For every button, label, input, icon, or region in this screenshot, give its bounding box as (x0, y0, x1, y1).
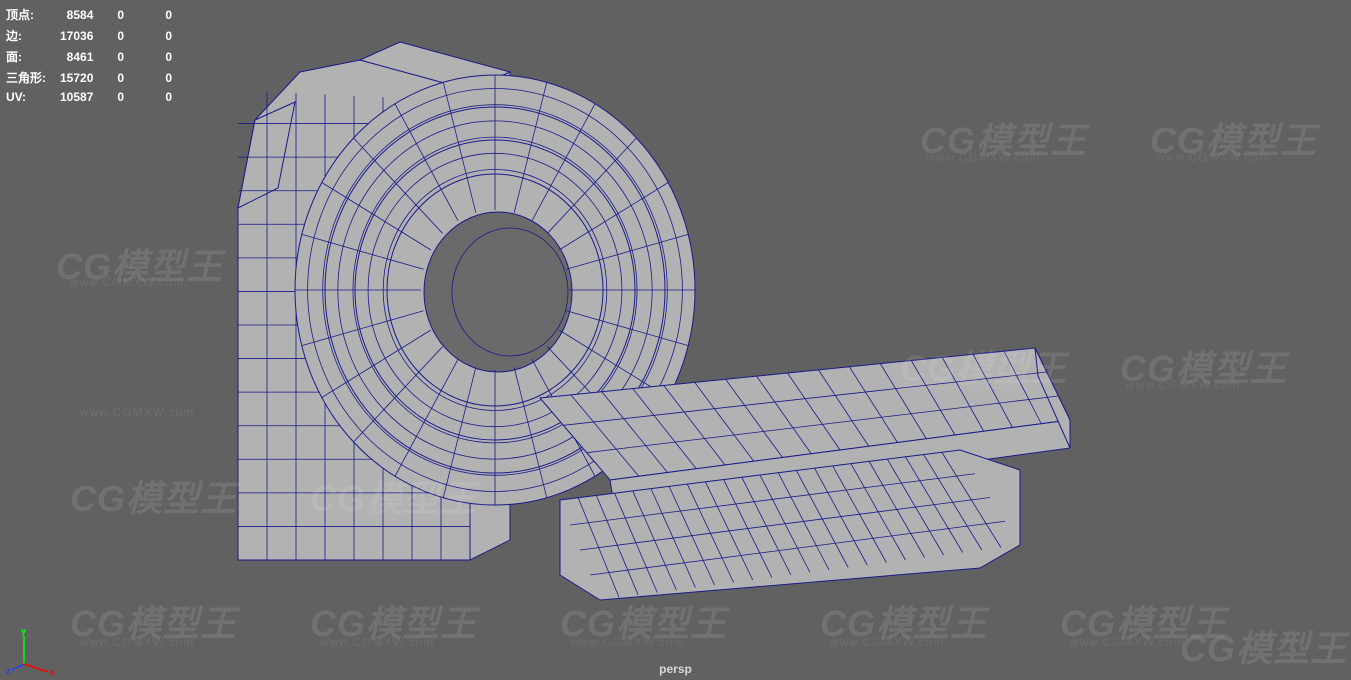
stat-c3: 0 (148, 88, 172, 106)
maya-viewport[interactable]: CG模型王CG模型王CG模型王CG模型王CG模型王CG模型王CG模型王CG模型王… (0, 0, 1351, 680)
stat-label: 三角形: (6, 67, 60, 88)
stat-c2: 0 (117, 88, 148, 106)
stat-label: UV: (6, 88, 60, 106)
polycount-hud: 顶点: 8584 0 0 边: 17036 0 0 面: 8461 0 0 三角… (6, 4, 172, 106)
polycount-table: 顶点: 8584 0 0 边: 17036 0 0 面: 8461 0 0 三角… (6, 4, 172, 106)
stat-row-tris: 三角形: 15720 0 0 (6, 67, 172, 88)
stat-c1: 15720 (60, 67, 117, 88)
stat-c2: 0 (117, 4, 148, 25)
stat-c1: 10587 (60, 88, 117, 106)
stat-c2: 0 (117, 46, 148, 67)
stat-row-faces: 面: 8461 0 0 (6, 46, 172, 67)
stat-c1: 8461 (60, 46, 117, 67)
axis-gizmo[interactable]: y x z (10, 624, 58, 672)
stat-c3: 0 (148, 4, 172, 25)
model-canvas (0, 0, 1351, 680)
stat-c3: 0 (148, 46, 172, 67)
stat-label: 面: (6, 46, 60, 67)
stat-c1: 17036 (60, 25, 117, 46)
axis-y-label: y (21, 626, 26, 636)
stat-c2: 0 (117, 67, 148, 88)
axis-z (12, 664, 24, 670)
camera-name-label: persp (659, 662, 692, 676)
stat-label: 顶点: (6, 4, 60, 25)
stat-row-uv: UV: 10587 0 0 (6, 88, 172, 106)
axis-x (24, 664, 48, 672)
stat-row-edges: 边: 17036 0 0 (6, 25, 172, 46)
stat-c1: 8584 (60, 4, 117, 25)
stat-label: 边: (6, 25, 60, 46)
stat-c2: 0 (117, 25, 148, 46)
axis-x-label: x (50, 667, 55, 677)
axis-z-label: z (6, 666, 11, 676)
stat-row-verts: 顶点: 8584 0 0 (6, 4, 172, 25)
stat-c3: 0 (148, 67, 172, 88)
stat-c3: 0 (148, 25, 172, 46)
